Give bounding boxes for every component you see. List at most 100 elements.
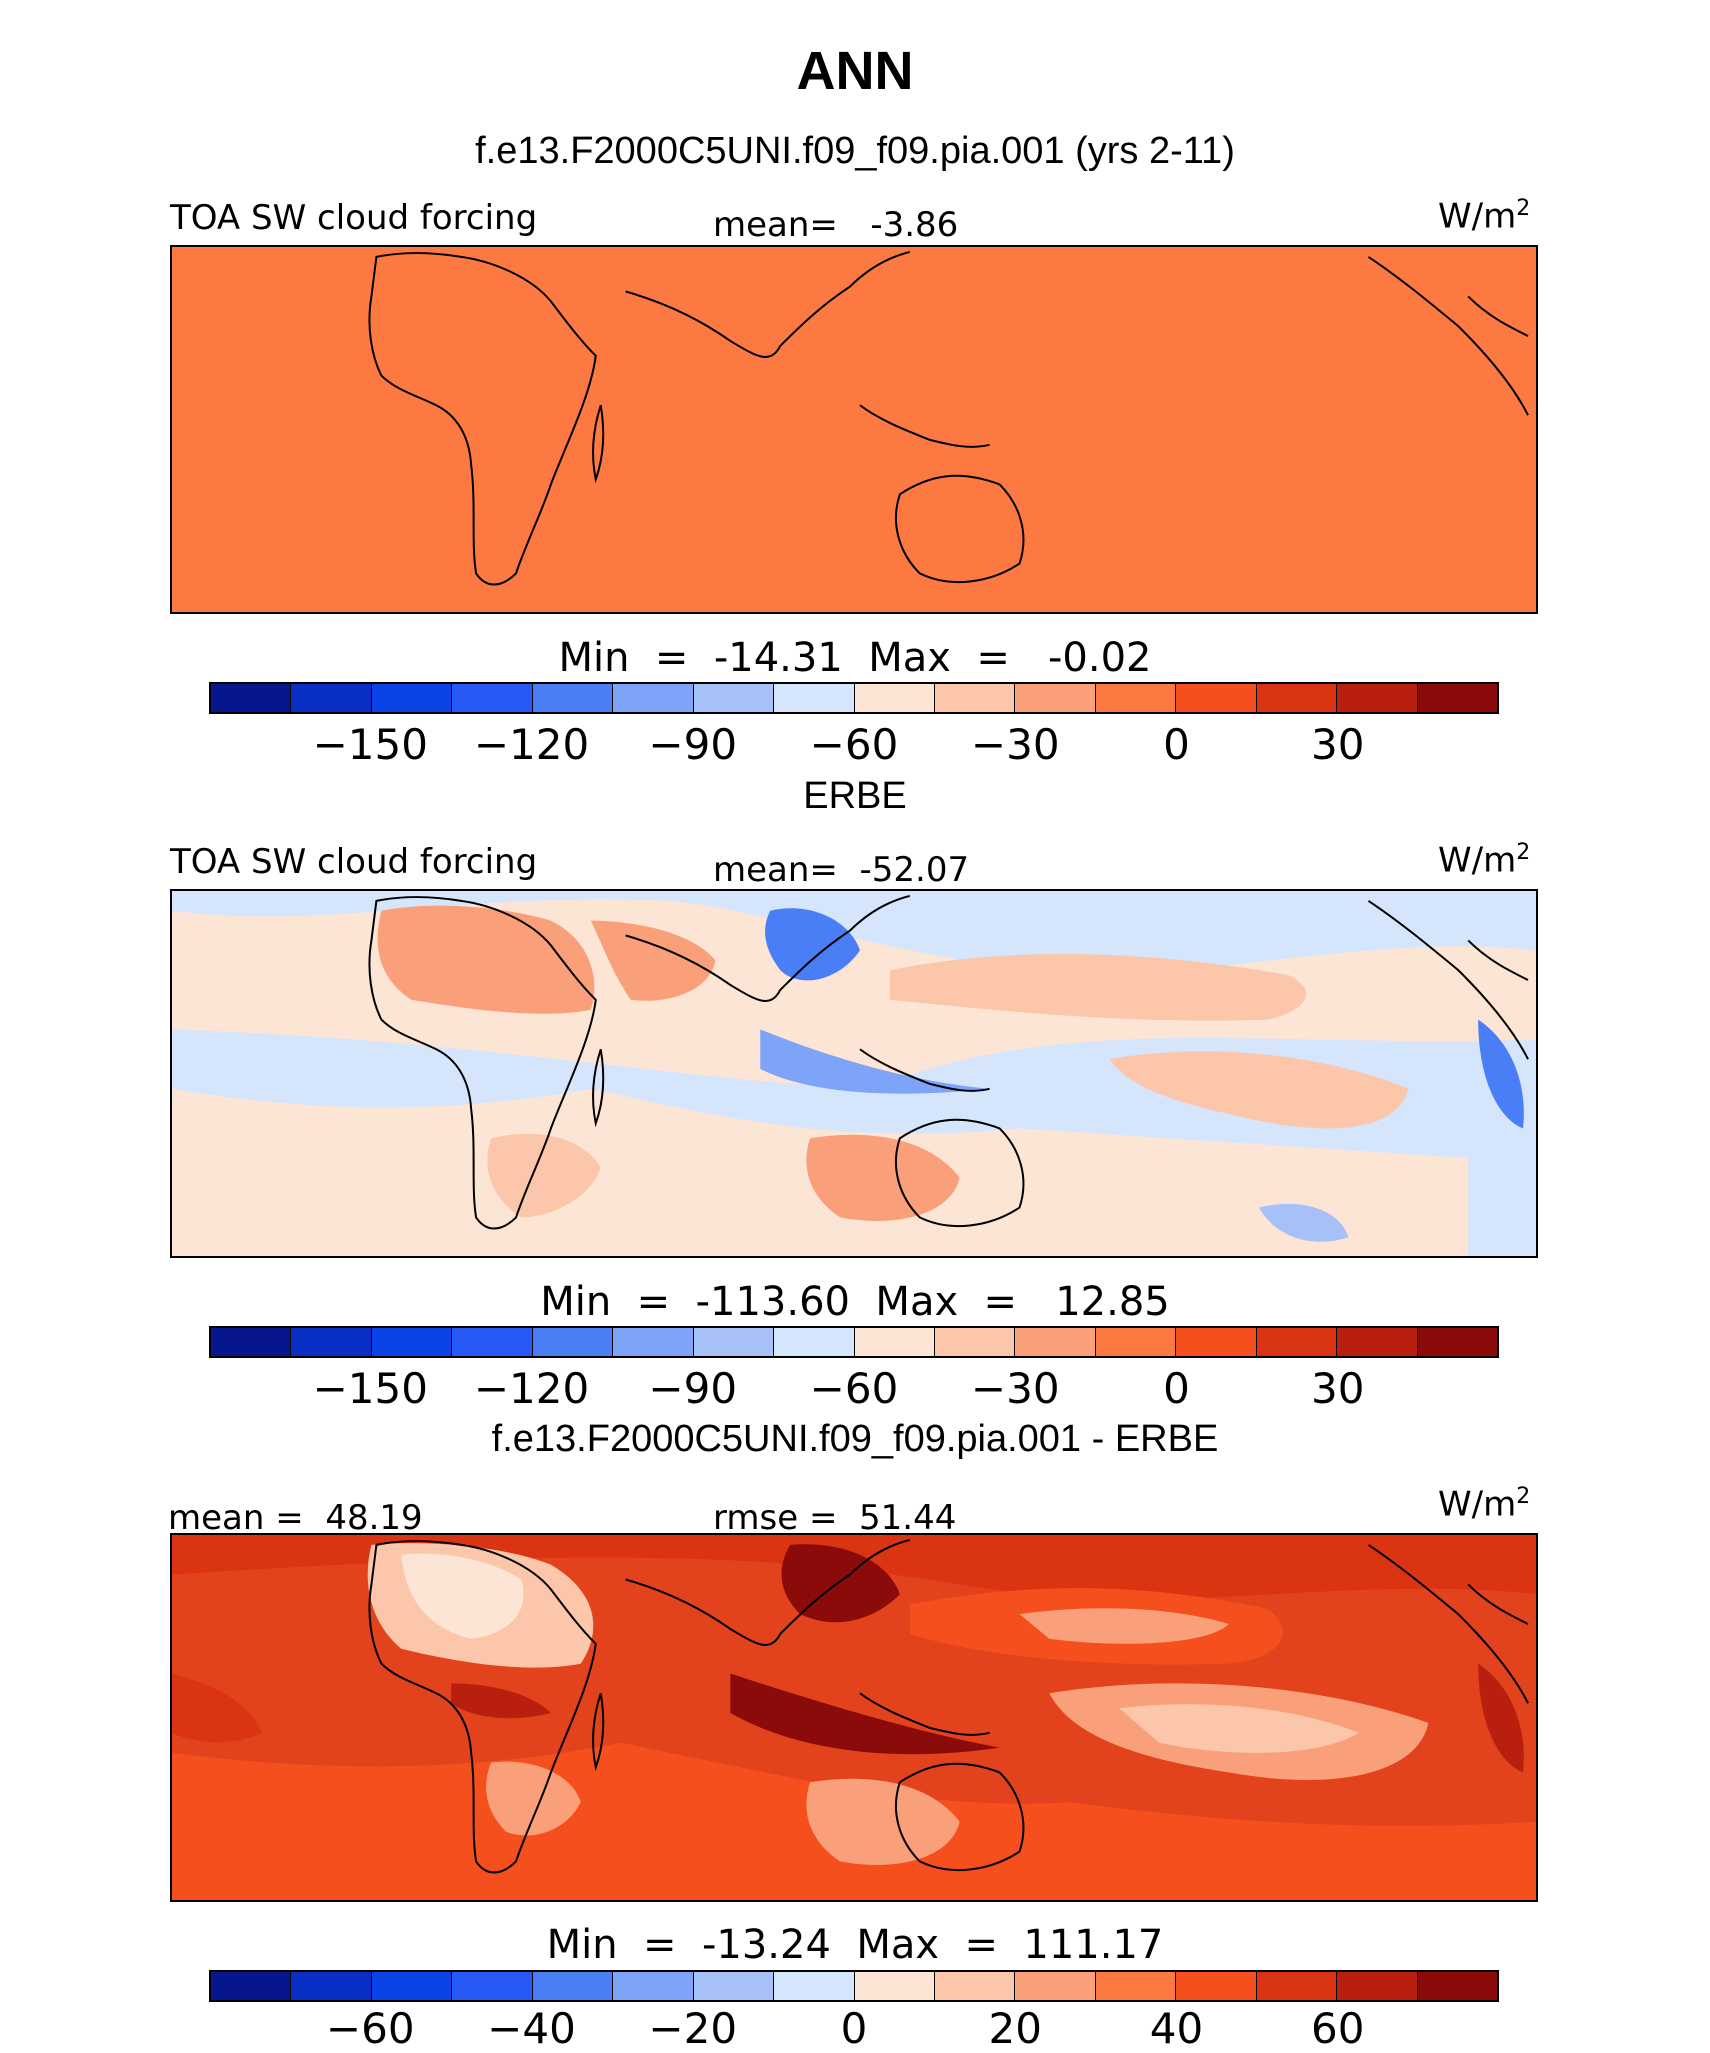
colorbar-cell <box>1417 684 1497 712</box>
colorbar-cell <box>854 1972 935 2000</box>
colorbar-cell <box>371 1328 453 1356</box>
colorbar-cell <box>1095 1328 1177 1356</box>
colorbar-cell <box>1337 1972 1418 2000</box>
colorbar-tick-label: −90 <box>648 720 738 769</box>
colorbar-cell <box>291 1972 372 2000</box>
colorbar-cell <box>291 1328 372 1356</box>
colorbar-tick-label: −40 <box>487 2004 576 2053</box>
colorbar-cell <box>934 1328 1016 1356</box>
colorbar-tick-label: −120 <box>473 720 590 769</box>
colorbar-cell <box>774 684 855 712</box>
colorbar-tick-label: −60 <box>325 2004 415 2053</box>
panel1-coastlines <box>368 250 1529 586</box>
colorbar-tick-label: −90 <box>648 1364 738 1413</box>
colorbar-tick-label: 30 <box>1311 720 1365 769</box>
colorbar-cell <box>1417 1328 1497 1356</box>
panel1-mean-label: mean= -3.86 <box>713 205 959 245</box>
colorbar-tick-label: 0 <box>1163 720 1190 769</box>
colorbar-cell <box>452 684 533 712</box>
panel3-mean-label: mean = 48.19 <box>168 1498 423 1538</box>
colorbar-cell <box>452 1972 533 2000</box>
colorbar-tick-label: −150 <box>312 720 428 769</box>
panel3-map-svg <box>172 1535 1536 1900</box>
panel2-unit-label: W/m2 <box>1438 840 1531 881</box>
colorbar-cell <box>934 1972 1016 2000</box>
panel2-variable-label: TOA SW cloud forcing <box>170 842 538 882</box>
colorbar-cell <box>613 684 694 712</box>
colorbar-cell <box>693 1328 775 1356</box>
panel1-subtitle: f.e13.F2000C5UNI.f09_f09.pia.001 (yrs 2-… <box>475 130 1235 172</box>
colorbar-cell <box>1256 1328 1338 1356</box>
panel1-map <box>170 245 1538 614</box>
panel1-field <box>172 247 1536 612</box>
panel2-contours <box>172 899 1536 1256</box>
colorbar-tick-label: −60 <box>809 1364 899 1413</box>
panel1-colorbar <box>209 682 1499 714</box>
colorbar-cell <box>1256 1972 1338 2000</box>
panel2-map <box>170 889 1538 1258</box>
colorbar-tick-label: 0 <box>1163 1364 1190 1413</box>
colorbar-cell <box>1176 1328 1257 1356</box>
panel3-rmse-label: rmse = 51.44 <box>713 1498 957 1538</box>
panel2-minmax: Min = -113.60 Max = 12.85 <box>540 1279 1170 1325</box>
panel3-colorbar <box>209 1970 1499 2002</box>
panel3-unit-label: W/m2 <box>1438 1484 1531 1525</box>
panel2-map-svg <box>172 891 1536 1256</box>
colorbar-cell <box>1015 1328 1096 1356</box>
colorbar-tick-label: 0 <box>840 2004 868 2053</box>
colorbar-tick-label: 20 <box>988 2004 1042 2053</box>
panel1-minmax: Min = -14.31 Max = -0.02 <box>558 635 1152 681</box>
panel1-variable-label: TOA SW cloud forcing <box>170 198 538 238</box>
colorbar-cell <box>854 684 935 712</box>
panel3-coastlines <box>368 1538 1529 1874</box>
colorbar-cell <box>1015 1972 1096 2000</box>
colorbar-cell <box>1095 684 1177 712</box>
colorbar-tick-label: 60 <box>1311 2004 1365 2053</box>
colorbar-tick-label: −20 <box>648 2004 738 2053</box>
colorbar-cell <box>1256 684 1338 712</box>
colorbar-cell <box>854 1328 935 1356</box>
colorbar-tick-label: 30 <box>1311 1364 1365 1413</box>
colorbar-tick-label: −120 <box>473 1364 590 1413</box>
colorbar-cell <box>452 1328 533 1356</box>
panel3-map <box>170 1533 1538 1902</box>
panel3-minmax: Min = -13.24 Max = 111.17 <box>546 1922 1164 1968</box>
colorbar-cell <box>693 1972 775 2000</box>
colorbar-cell <box>532 1328 614 1356</box>
colorbar-cell <box>371 684 453 712</box>
colorbar-cell <box>211 1328 292 1356</box>
colorbar-cell <box>774 1328 855 1356</box>
colorbar-cell <box>1337 1328 1418 1356</box>
panel2-coastlines <box>368 894 1529 1230</box>
colorbar-cell <box>1176 684 1257 712</box>
colorbar-cell <box>1176 1972 1257 2000</box>
panel3-contours <box>172 1535 1536 1900</box>
colorbar-cell <box>1417 1972 1497 2000</box>
colorbar-tick-label: −30 <box>970 1364 1060 1413</box>
colorbar-tick-label: −60 <box>809 720 899 769</box>
colorbar-tick-label: −30 <box>970 720 1060 769</box>
colorbar-cell <box>371 1972 453 2000</box>
colorbar-cell <box>211 684 292 712</box>
colorbar-cell <box>291 684 372 712</box>
panel1-map-svg <box>172 247 1536 612</box>
colorbar-cell <box>934 684 1016 712</box>
figure-title: ANN <box>796 41 914 101</box>
panel2-colorbar <box>209 1326 1499 1358</box>
colorbar-cell <box>211 1972 292 2000</box>
colorbar-tick-label: 40 <box>1149 2004 1204 2053</box>
colorbar-cell <box>532 1972 614 2000</box>
colorbar-cell <box>613 1972 694 2000</box>
panel2-subtitle: ERBE <box>803 775 907 817</box>
colorbar-tick-label: −150 <box>312 1364 428 1413</box>
colorbar-cell <box>774 1972 855 2000</box>
colorbar-cell <box>1015 684 1096 712</box>
panel2-mean-label: mean= -52.07 <box>713 850 970 890</box>
colorbar-cell <box>693 684 775 712</box>
panel1-unit-label: W/m2 <box>1438 196 1531 237</box>
colorbar-cell <box>532 684 614 712</box>
colorbar-cell <box>1337 684 1418 712</box>
panel3-subtitle: f.e13.F2000C5UNI.f09_f09.pia.001 - ERBE <box>491 1418 1219 1460</box>
colorbar-cell <box>613 1328 694 1356</box>
colorbar-cell <box>1095 1972 1177 2000</box>
